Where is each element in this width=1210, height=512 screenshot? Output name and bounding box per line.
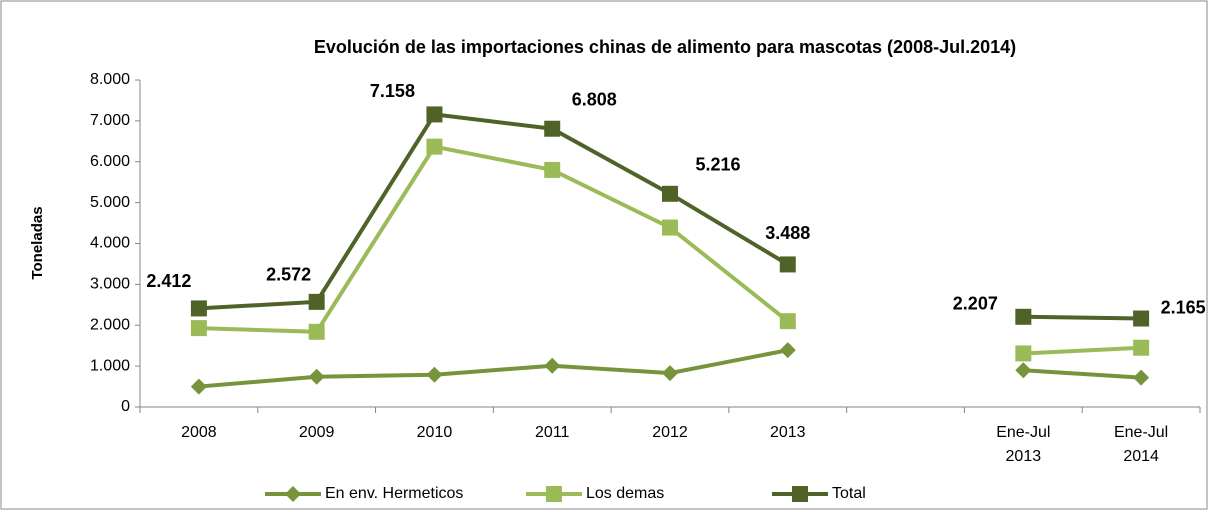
data-label: 3.488	[765, 223, 810, 243]
legend-marker	[792, 486, 808, 502]
data-point	[662, 219, 678, 236]
data-point	[1133, 369, 1150, 386]
data-point	[662, 185, 678, 202]
data-point	[1015, 345, 1032, 362]
x-tick-label: 2013	[769, 424, 806, 441]
legend-label: Total	[832, 485, 866, 502]
y-tick-label: 7.000	[90, 112, 130, 129]
x-tick-label: Ene-Jul 2013	[996, 424, 1051, 465]
legend-label: Los demas	[586, 485, 664, 502]
y-tick-label: 1.000	[90, 357, 130, 374]
data-point	[1133, 339, 1150, 356]
data-point	[190, 320, 207, 337]
data-point	[662, 365, 678, 382]
data-point	[190, 378, 207, 395]
data-point	[1133, 310, 1150, 327]
legend-marker	[546, 486, 562, 502]
x-tick-label: 2008	[181, 424, 217, 441]
data-label: 2.572	[266, 265, 311, 285]
data-point	[426, 366, 443, 383]
y-tick-label: 8.000	[90, 71, 130, 88]
data-point	[779, 256, 796, 273]
y-tick-label: 5.000	[90, 194, 130, 211]
x-tick-label: 2012	[652, 424, 688, 441]
data-label: 2.412	[146, 271, 191, 291]
data-point	[308, 368, 325, 385]
data-label: 2.165	[1161, 297, 1206, 317]
y-tick-label: 6.000	[90, 153, 130, 170]
y-tick-label: 4.000	[90, 235, 130, 252]
data-point	[779, 342, 796, 359]
y-tick-label: 2.000	[90, 316, 130, 333]
data-label: 2.207	[953, 294, 998, 314]
data-point	[308, 323, 325, 340]
data-label: 7.158	[370, 81, 415, 101]
y-axis-label: Toneladas	[29, 206, 46, 279]
series-line	[198, 348, 1142, 389]
series-line	[198, 112, 1142, 321]
data-point	[544, 120, 561, 137]
x-tick-label: 2009	[298, 424, 335, 441]
data-point	[426, 138, 443, 155]
x-tick-label: Ene-Jul 2014	[1113, 424, 1169, 465]
legend-label: En env. Hermeticos	[325, 485, 463, 502]
chart-title: Evolución de las importaciones chinas de…	[314, 37, 1016, 57]
x-tick-label: 2010	[416, 424, 453, 441]
data-point	[426, 106, 443, 123]
data-point	[1015, 362, 1032, 379]
y-tick-label: 0	[121, 398, 130, 415]
x-tick-label: 2011	[535, 424, 570, 441]
legend-marker	[285, 486, 301, 502]
data-point	[190, 300, 207, 317]
data-label: 6.808	[572, 89, 617, 109]
data-label: 5.216	[695, 155, 740, 175]
data-point	[544, 161, 561, 178]
data-point	[779, 313, 796, 330]
series-line	[198, 144, 1142, 356]
data-point	[544, 357, 561, 374]
data-point	[308, 293, 325, 310]
y-tick-label: 3.000	[90, 276, 130, 293]
data-point	[1015, 308, 1032, 325]
